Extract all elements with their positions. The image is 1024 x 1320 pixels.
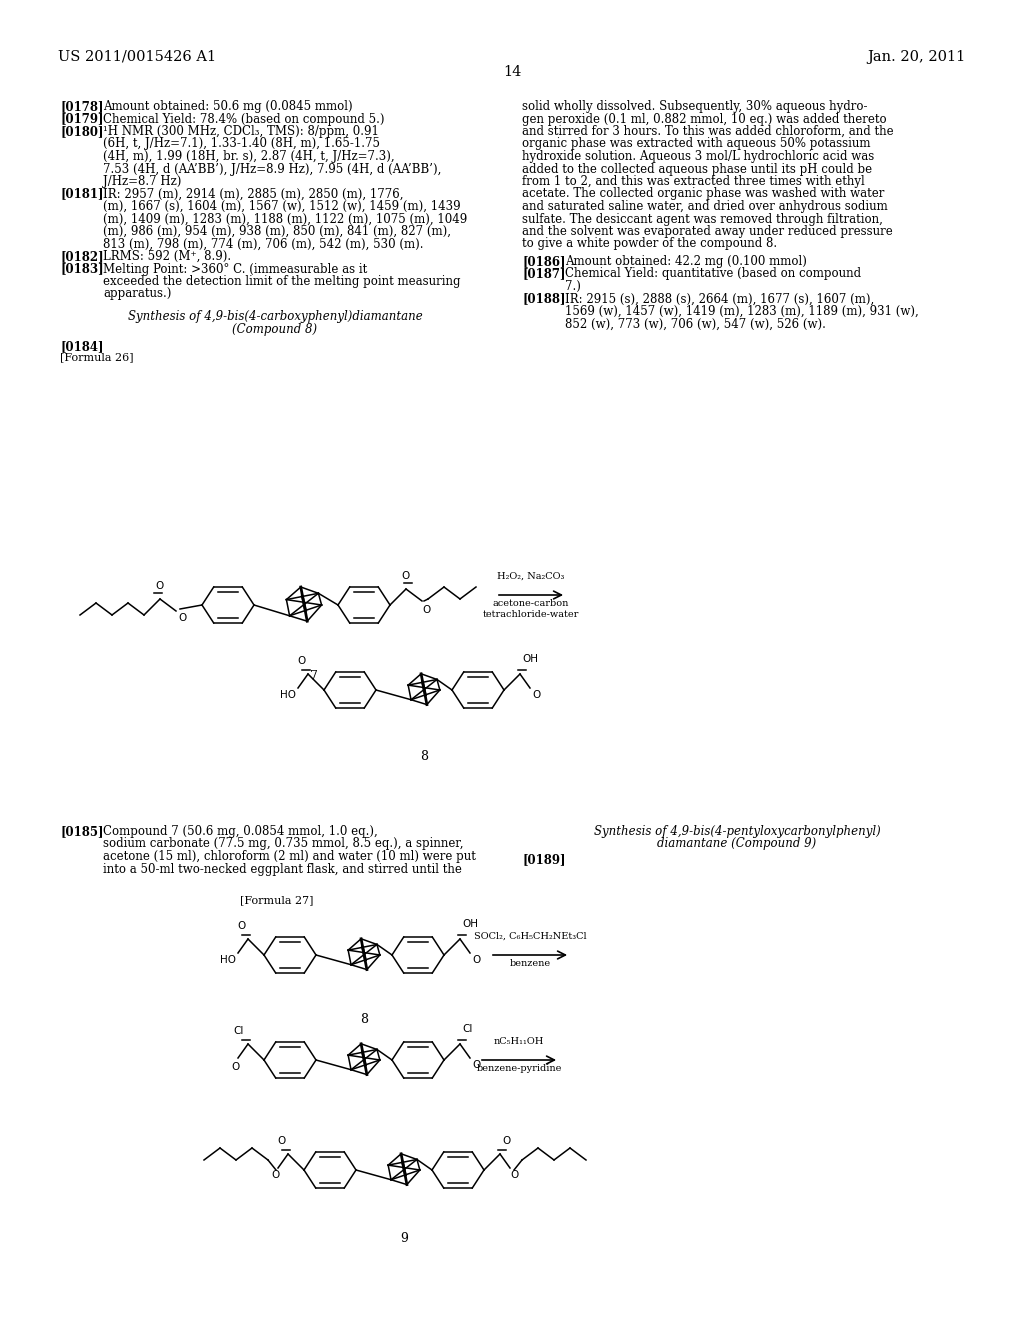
Text: 9: 9	[400, 1232, 408, 1245]
Text: benzene: benzene	[509, 960, 551, 968]
Text: O: O	[278, 1137, 286, 1146]
Text: 7: 7	[310, 671, 317, 682]
Text: acetone (15 ml), chloroform (2 ml) and water (10 ml) were put: acetone (15 ml), chloroform (2 ml) and w…	[103, 850, 476, 863]
Text: O: O	[298, 656, 306, 667]
Text: O: O	[422, 605, 430, 615]
Text: [Formula 27]: [Formula 27]	[240, 895, 313, 906]
Text: (m), 986 (m), 954 (m), 938 (m), 850 (m), 841 (m), 827 (m),: (m), 986 (m), 954 (m), 938 (m), 850 (m),…	[103, 224, 451, 238]
Text: (Compound 8): (Compound 8)	[232, 322, 317, 335]
Text: added to the collected aqueous phase until its pH could be: added to the collected aqueous phase unt…	[522, 162, 872, 176]
Text: [0182]: [0182]	[60, 249, 103, 263]
Text: 813 (m), 798 (m), 774 (m), 706 (m), 542 (m), 530 (m).: 813 (m), 798 (m), 774 (m), 706 (m), 542 …	[103, 238, 424, 251]
Text: and saturated saline water, and dried over anhydrous sodium: and saturated saline water, and dried ov…	[522, 201, 888, 213]
Text: [0186]: [0186]	[522, 255, 565, 268]
Text: Amount obtained: 42.2 mg (0.100 mmol): Amount obtained: 42.2 mg (0.100 mmol)	[565, 255, 807, 268]
Text: [0187]: [0187]	[522, 268, 565, 281]
Text: sulfate. The desiccant agent was removed through filtration,: sulfate. The desiccant agent was removed…	[522, 213, 883, 226]
Text: apparatus.): apparatus.)	[103, 288, 171, 301]
Text: 7.): 7.)	[565, 280, 581, 293]
Text: tetrachloride-water: tetrachloride-water	[482, 610, 580, 619]
Text: OH: OH	[522, 653, 538, 664]
Text: Synthesis of 4,9-bis(4-carboxyphenyl)diamantane: Synthesis of 4,9-bis(4-carboxyphenyl)dia…	[128, 310, 422, 323]
Text: 8: 8	[360, 1012, 368, 1026]
Text: 7.53 (4H, d (AA’BB’), J/Hz=8.9 Hz), 7.95 (4H, d (AA’BB’),: 7.53 (4H, d (AA’BB’), J/Hz=8.9 Hz), 7.95…	[103, 162, 441, 176]
Text: acetone-carbon: acetone-carbon	[493, 599, 569, 609]
Text: O: O	[472, 1060, 480, 1071]
Text: Amount obtained: 50.6 mg (0.0845 mmol): Amount obtained: 50.6 mg (0.0845 mmol)	[103, 100, 352, 114]
Text: (m), 1667 (s), 1604 (m), 1567 (w), 1512 (w), 1459 (m), 1439: (m), 1667 (s), 1604 (m), 1567 (w), 1512 …	[103, 201, 461, 213]
Text: HO: HO	[280, 690, 296, 700]
Text: Cl: Cl	[233, 1026, 244, 1036]
Text: solid wholly dissolved. Subsequently, 30% aqueous hydro-: solid wholly dissolved. Subsequently, 30…	[522, 100, 867, 114]
Text: O: O	[272, 1170, 281, 1180]
Text: benzene-pyridine: benzene-pyridine	[476, 1064, 562, 1073]
Text: diamantane (Compound 9): diamantane (Compound 9)	[657, 837, 816, 850]
Text: organic phase was extracted with aqueous 50% potassium: organic phase was extracted with aqueous…	[522, 137, 870, 150]
Text: (m), 1409 (m), 1283 (m), 1188 (m), 1122 (m), 1075 (m), 1049: (m), 1409 (m), 1283 (m), 1188 (m), 1122 …	[103, 213, 467, 226]
Text: Melting Point: >360° C. (immeasurable as it: Melting Point: >360° C. (immeasurable as…	[103, 263, 368, 276]
Text: OH: OH	[462, 919, 478, 929]
Text: ¹H NMR (300 MHz, CDCl₃, TMS): 8/ppm, 0.91: ¹H NMR (300 MHz, CDCl₃, TMS): 8/ppm, 0.9…	[103, 125, 379, 139]
Text: O: O	[231, 1063, 240, 1072]
Text: acetate. The collected organic phase was washed with water: acetate. The collected organic phase was…	[522, 187, 885, 201]
Text: LRMS: 592 (M⁺, 8.9).: LRMS: 592 (M⁺, 8.9).	[103, 249, 231, 263]
Text: O: O	[472, 954, 480, 965]
Text: O: O	[532, 690, 541, 700]
Text: [0178]: [0178]	[60, 100, 103, 114]
Text: Cl: Cl	[462, 1024, 472, 1034]
Text: Chemical Yield: 78.4% (based on compound 5.): Chemical Yield: 78.4% (based on compound…	[103, 112, 384, 125]
Text: HO: HO	[220, 954, 236, 965]
Text: hydroxide solution. Aqueous 3 mol/L hydrochloric acid was: hydroxide solution. Aqueous 3 mol/L hydr…	[522, 150, 874, 162]
Text: (4H, m), 1.99 (18H, br. s), 2.87 (4H, t, J/Hz=7.3),: (4H, m), 1.99 (18H, br. s), 2.87 (4H, t,…	[103, 150, 394, 162]
Text: O: O	[238, 921, 246, 931]
Text: sodium carbonate (77.5 mg, 0.735 mmol, 8.5 eq.), a spinner,: sodium carbonate (77.5 mg, 0.735 mmol, 8…	[103, 837, 464, 850]
Text: into a 50-ml two-necked eggplant flask, and stirred until the: into a 50-ml two-necked eggplant flask, …	[103, 862, 462, 875]
Text: H₂O₂, Na₂CO₃: H₂O₂, Na₂CO₃	[498, 572, 564, 581]
Text: (6H, t, J/Hz=7.1), 1.33-1.40 (8H, m), 1.65-1.75: (6H, t, J/Hz=7.1), 1.33-1.40 (8H, m), 1.…	[103, 137, 380, 150]
Text: [0184]: [0184]	[60, 341, 103, 352]
Text: O: O	[510, 1170, 518, 1180]
Text: 852 (w), 773 (w), 706 (w), 547 (w), 526 (w).: 852 (w), 773 (w), 706 (w), 547 (w), 526 …	[565, 318, 826, 330]
Text: [0181]: [0181]	[60, 187, 103, 201]
Text: [Formula 26]: [Formula 26]	[60, 352, 133, 363]
Text: 14: 14	[503, 65, 521, 79]
Text: [0179]: [0179]	[60, 112, 103, 125]
Text: O: O	[502, 1137, 510, 1146]
Text: Jan. 20, 2011: Jan. 20, 2011	[867, 50, 966, 63]
Text: J/Hz=8.7 Hz): J/Hz=8.7 Hz)	[103, 176, 181, 187]
Text: IR: 2957 (m), 2914 (m), 2885 (m), 2850 (m), 1776,: IR: 2957 (m), 2914 (m), 2885 (m), 2850 (…	[103, 187, 403, 201]
Text: O: O	[178, 612, 186, 623]
Text: IR: 2915 (s), 2888 (s), 2664 (m), 1677 (s), 1607 (m),: IR: 2915 (s), 2888 (s), 2664 (m), 1677 (…	[565, 293, 874, 305]
Text: exceeded the detection limit of the melting point measuring: exceeded the detection limit of the melt…	[103, 275, 461, 288]
Text: to give a white powder of the compound 8.: to give a white powder of the compound 8…	[522, 238, 777, 251]
Text: Chemical Yield: quantitative (based on compound: Chemical Yield: quantitative (based on c…	[565, 268, 861, 281]
Text: SOCl₂, C₆H₅CH₂NEt₃Cl: SOCl₂, C₆H₅CH₂NEt₃Cl	[474, 932, 587, 941]
Text: [0183]: [0183]	[60, 263, 103, 276]
Text: nC₅H₁₁OH: nC₅H₁₁OH	[494, 1038, 544, 1045]
Text: from 1 to 2, and this was extracted three times with ethyl: from 1 to 2, and this was extracted thre…	[522, 176, 864, 187]
Text: O: O	[156, 581, 164, 591]
Text: 1569 (w), 1457 (w), 1419 (m), 1283 (m), 1189 (m), 931 (w),: 1569 (w), 1457 (w), 1419 (m), 1283 (m), …	[565, 305, 919, 318]
Text: [0185]: [0185]	[60, 825, 103, 838]
Text: and the solvent was evaporated away under reduced pressure: and the solvent was evaporated away unde…	[522, 224, 893, 238]
Text: [0188]: [0188]	[522, 293, 565, 305]
Text: [0180]: [0180]	[60, 125, 103, 139]
Text: [0189]: [0189]	[522, 853, 565, 866]
Text: Compound 7 (50.6 mg, 0.0854 mmol, 1.0 eq.),: Compound 7 (50.6 mg, 0.0854 mmol, 1.0 eq…	[103, 825, 378, 838]
Text: gen peroxide (0.1 ml, 0.882 mmol, 10 eq.) was added thereto: gen peroxide (0.1 ml, 0.882 mmol, 10 eq.…	[522, 112, 887, 125]
Text: O: O	[401, 572, 411, 581]
Text: Synthesis of 4,9-bis(4-pentyloxycarbonylphenyl): Synthesis of 4,9-bis(4-pentyloxycarbonyl…	[594, 825, 881, 838]
Text: US 2011/0015426 A1: US 2011/0015426 A1	[58, 50, 216, 63]
Text: 8: 8	[420, 750, 428, 763]
Text: and stirred for 3 hours. To this was added chloroform, and the: and stirred for 3 hours. To this was add…	[522, 125, 894, 139]
